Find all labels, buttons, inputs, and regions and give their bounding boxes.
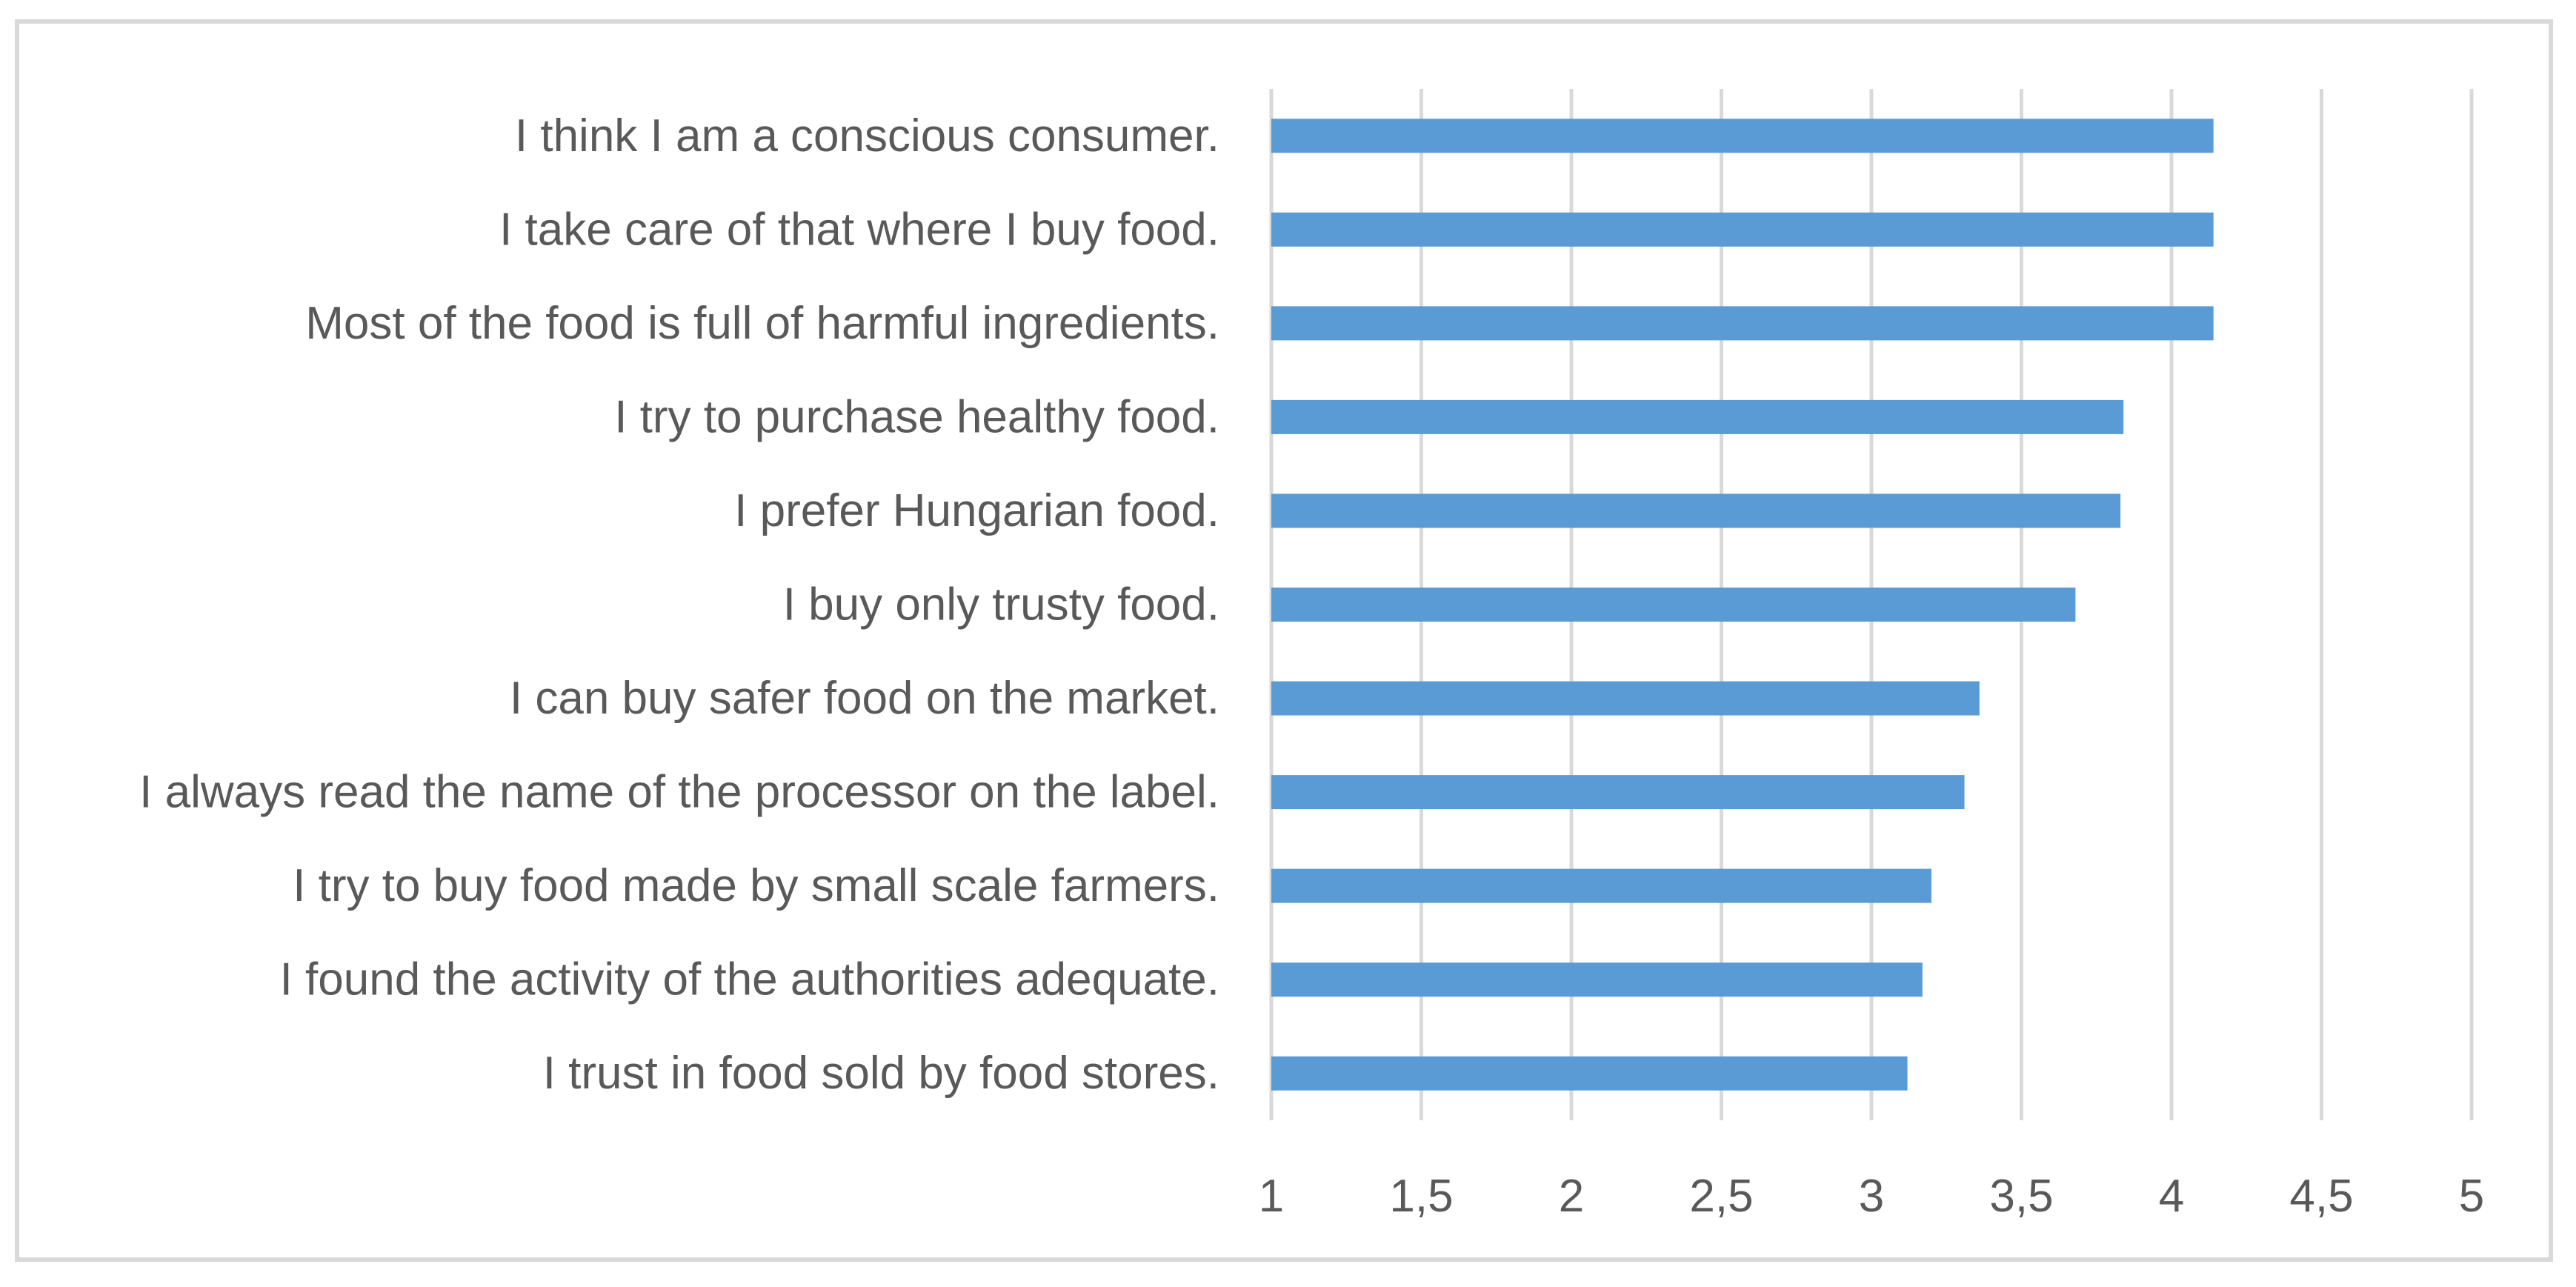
bar (1271, 588, 2076, 622)
category-label: I take care of that where I buy food. (499, 204, 1219, 255)
x-tick-label: 4 (2159, 1171, 2184, 1222)
x-tick-label: 4,5 (2289, 1171, 2353, 1222)
category-label: I can buy safer food on the market. (510, 673, 1219, 724)
category-label: I try to buy food made by small scale fa… (293, 860, 1219, 911)
x-tick-label: 3 (1859, 1171, 1884, 1222)
x-tick-label: 1,5 (1389, 1171, 1453, 1222)
category-label: I found the activity of the authorities … (280, 954, 1219, 1005)
x-tick-label: 1 (1259, 1171, 1284, 1222)
category-labels: I think I am a conscious consumer. I take… (139, 110, 1219, 1099)
bar (1271, 868, 1931, 903)
bar (1271, 212, 2214, 247)
category-label: I think I am a conscious consumer. (515, 110, 1219, 162)
x-tick-label: 5 (2459, 1171, 2484, 1222)
bars (1271, 119, 2214, 1091)
bar (1271, 1056, 1908, 1091)
x-tick-label: 2 (1559, 1171, 1584, 1222)
category-label: Most of the food is full of harmful ingr… (305, 298, 1219, 349)
category-label: I trust in food sold by food stores. (543, 1048, 1219, 1099)
bar (1271, 306, 2214, 341)
bar (1271, 399, 2124, 434)
bar (1271, 493, 2121, 528)
bar (1271, 962, 1923, 997)
category-label: I try to purchase healthy food. (614, 391, 1219, 442)
category-label: I always read the name of the processor … (139, 767, 1219, 818)
bar (1271, 775, 1965, 810)
category-label: I buy only trusty food. (783, 579, 1219, 631)
category-label: I prefer Hungarian food. (734, 485, 1219, 536)
bar (1271, 119, 2214, 153)
bar (1271, 681, 1980, 716)
x-tick-label: 2,5 (1689, 1171, 1753, 1222)
x-tick-label: 3,5 (1989, 1171, 2053, 1222)
x-axis-tick-labels: 1 1,5 2 2,5 3 3,5 4 4,5 5 (1259, 1171, 2484, 1222)
